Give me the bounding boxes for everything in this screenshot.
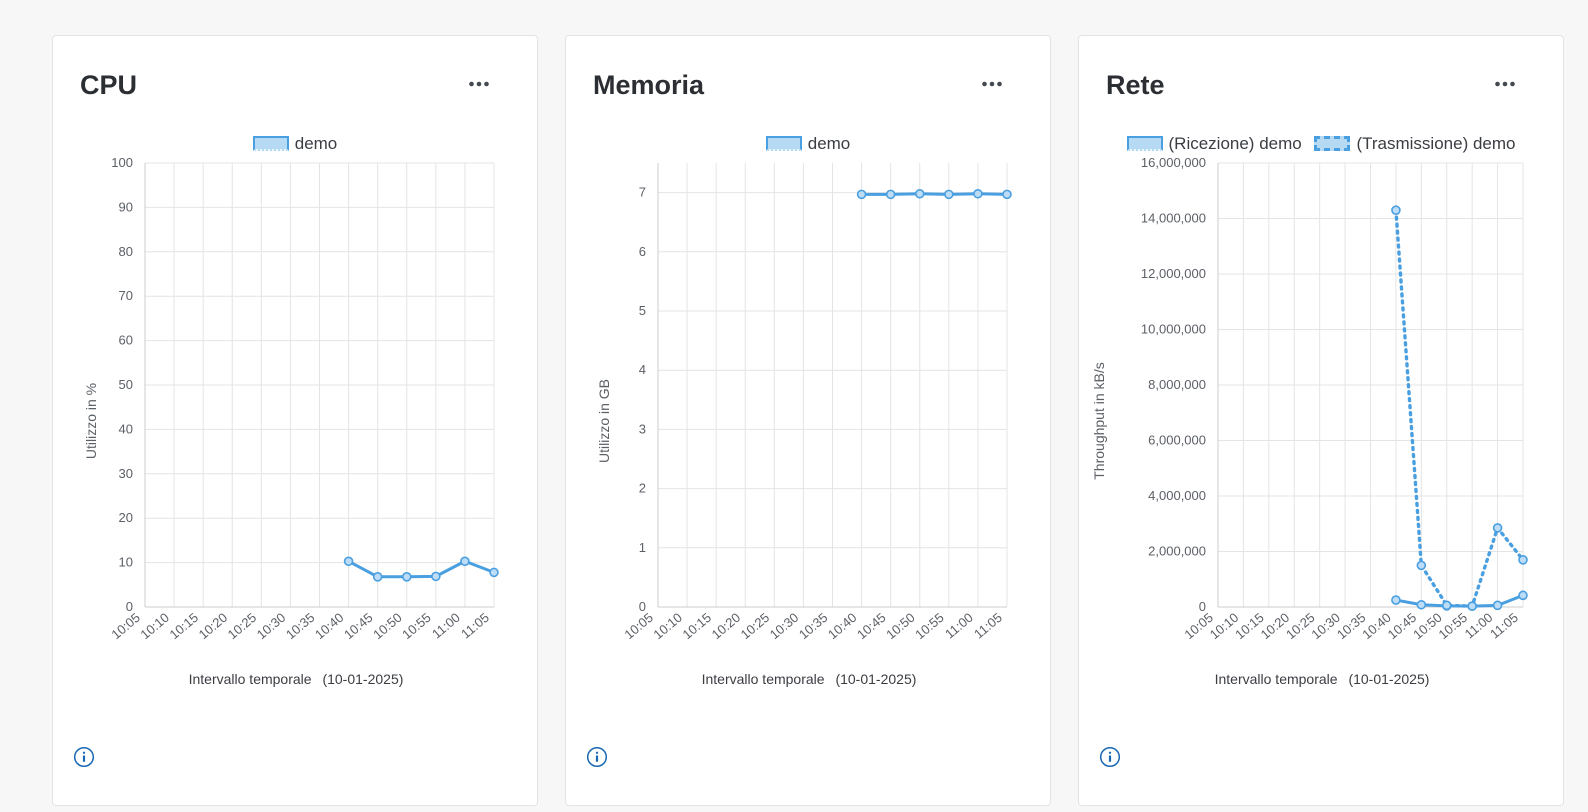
svg-text:10:55: 10:55	[912, 610, 947, 642]
svg-text:10,000,000: 10,000,000	[1141, 322, 1206, 337]
svg-text:7: 7	[639, 185, 646, 200]
svg-text:10:45: 10:45	[341, 610, 376, 642]
svg-text:10:05: 10:05	[1181, 610, 1216, 642]
svg-text:10:25: 10:25	[1283, 610, 1318, 642]
svg-text:10:40: 10:40	[825, 610, 860, 642]
svg-text:10:30: 10:30	[254, 610, 289, 642]
svg-text:70: 70	[119, 288, 133, 303]
svg-text:10:45: 10:45	[854, 610, 889, 642]
svg-text:5: 5	[639, 303, 646, 318]
svg-text:10:50: 10:50	[370, 610, 405, 642]
svg-text:11:00: 11:00	[1462, 610, 1496, 642]
svg-text:1: 1	[639, 540, 646, 555]
svg-text:3: 3	[639, 421, 646, 436]
svg-text:2,000,000: 2,000,000	[1148, 544, 1206, 559]
svg-text:10:50: 10:50	[883, 610, 918, 642]
svg-text:10: 10	[119, 555, 133, 570]
svg-text:11:05: 11:05	[1487, 610, 1521, 642]
svg-text:10:30: 10:30	[767, 610, 802, 642]
svg-text:10:55: 10:55	[1436, 610, 1471, 642]
svg-text:11:00: 11:00	[942, 610, 976, 642]
svg-text:10:25: 10:25	[738, 610, 773, 642]
svg-text:0: 0	[1199, 599, 1206, 614]
svg-text:10:15: 10:15	[680, 610, 715, 642]
svg-text:20: 20	[119, 510, 133, 525]
svg-text:16,000,000: 16,000,000	[1141, 155, 1206, 170]
svg-text:10:35: 10:35	[796, 610, 831, 642]
svg-text:10:20: 10:20	[1258, 610, 1293, 642]
svg-text:10:20: 10:20	[196, 610, 231, 642]
svg-text:10:30: 10:30	[1308, 610, 1343, 642]
svg-text:12,000,000: 12,000,000	[1141, 266, 1206, 281]
svg-text:40: 40	[119, 421, 133, 436]
svg-text:50: 50	[119, 377, 133, 392]
svg-text:10:40: 10:40	[1359, 610, 1394, 642]
svg-text:10:15: 10:15	[167, 610, 202, 642]
svg-text:4: 4	[639, 362, 646, 377]
svg-text:14,000,000: 14,000,000	[1141, 211, 1206, 226]
svg-text:4,000,000: 4,000,000	[1148, 488, 1206, 503]
svg-text:0: 0	[126, 599, 133, 614]
svg-text:10:55: 10:55	[399, 610, 434, 642]
svg-text:10:10: 10:10	[1207, 610, 1242, 642]
svg-text:6,000,000: 6,000,000	[1148, 433, 1206, 448]
svg-text:2: 2	[639, 481, 646, 496]
svg-text:10:25: 10:25	[225, 610, 260, 642]
svg-text:10:35: 10:35	[1334, 610, 1369, 642]
svg-text:10:20: 10:20	[709, 610, 744, 642]
svg-text:0: 0	[639, 599, 646, 614]
svg-text:30: 30	[119, 466, 133, 481]
svg-text:11:05: 11:05	[971, 610, 1005, 642]
svg-text:10:35: 10:35	[283, 610, 318, 642]
svg-text:10:10: 10:10	[650, 610, 685, 642]
svg-text:6: 6	[639, 244, 646, 259]
svg-text:10:40: 10:40	[312, 610, 347, 642]
svg-text:11:00: 11:00	[429, 610, 463, 642]
svg-text:100: 100	[111, 155, 133, 170]
svg-text:11:05: 11:05	[458, 610, 492, 642]
svg-text:10:10: 10:10	[137, 610, 172, 642]
svg-text:10:05: 10:05	[108, 610, 143, 642]
svg-text:90: 90	[119, 199, 133, 214]
svg-text:60: 60	[119, 333, 133, 348]
svg-text:10:15: 10:15	[1232, 610, 1267, 642]
svg-text:8,000,000: 8,000,000	[1148, 377, 1206, 392]
svg-text:10:45: 10:45	[1385, 610, 1420, 642]
svg-text:10:50: 10:50	[1410, 610, 1445, 642]
svg-text:80: 80	[119, 244, 133, 259]
svg-text:10:05: 10:05	[621, 610, 656, 642]
